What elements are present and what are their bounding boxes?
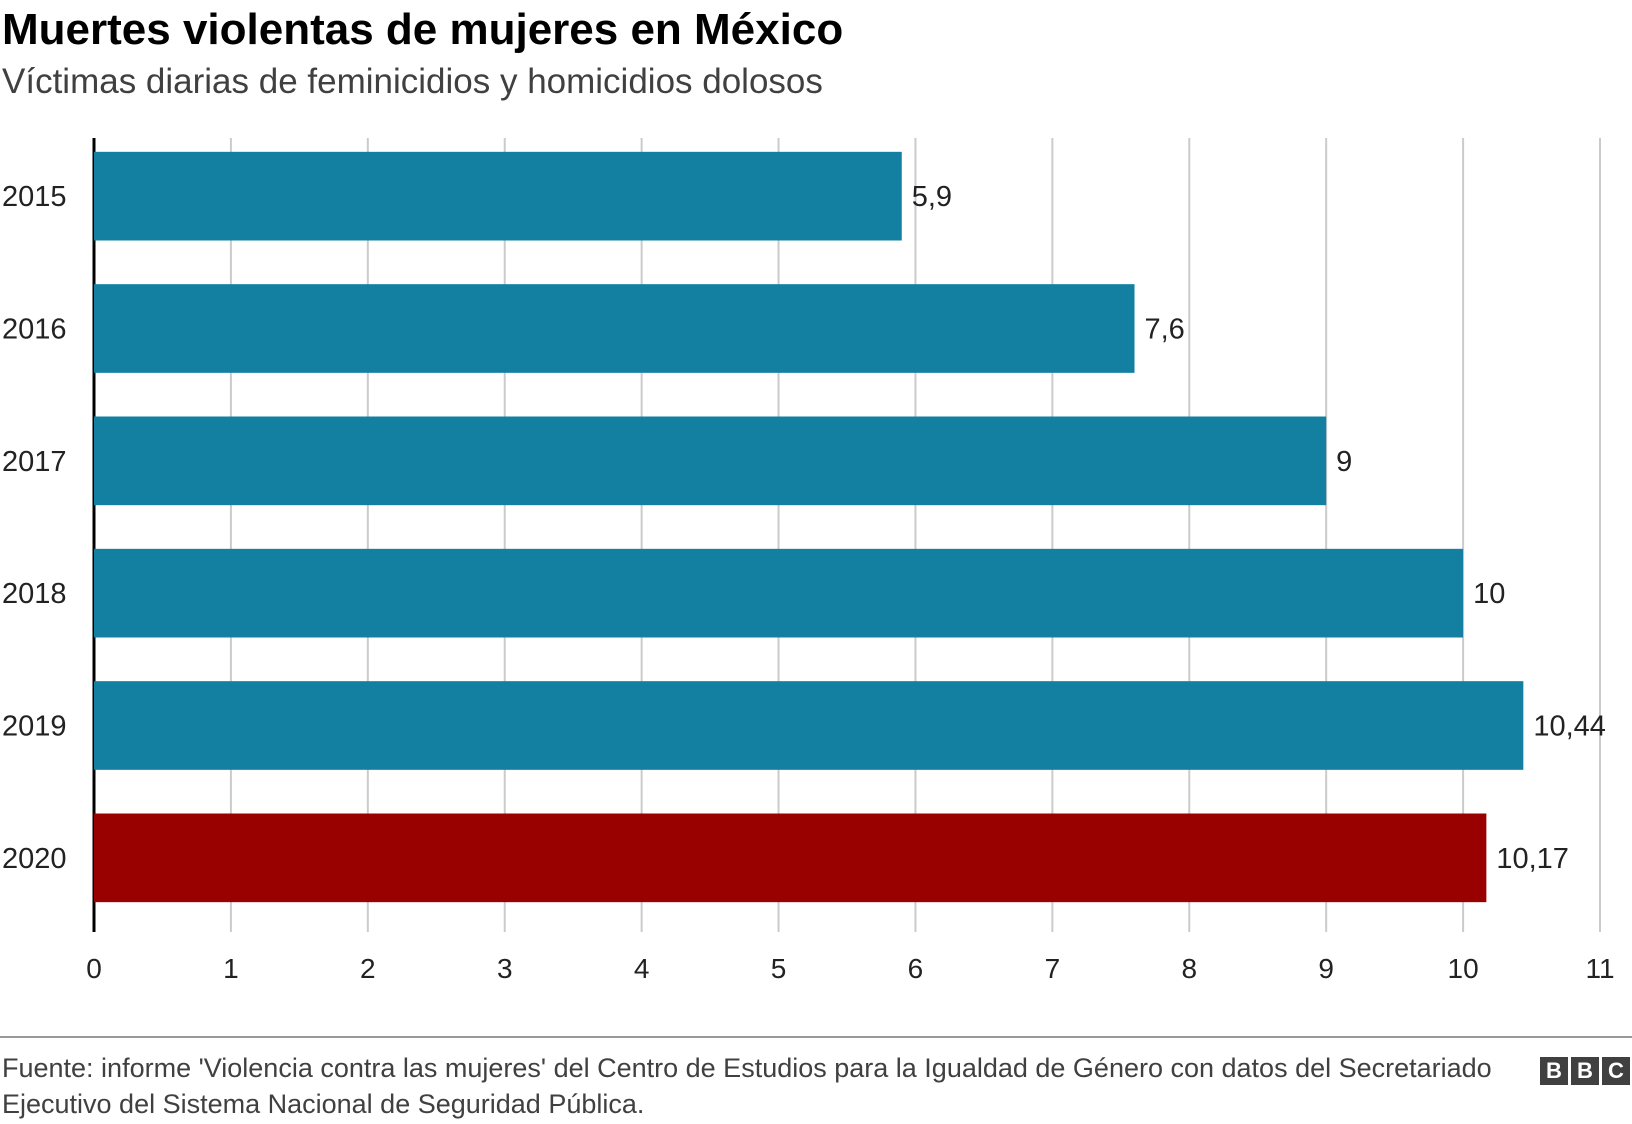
x-tick-label: 8 [1181,953,1197,984]
x-tick-label: 2 [360,953,376,984]
data-label: 5,9 [912,181,952,213]
bar-2020 [94,813,1487,903]
data-label: 9 [1336,446,1352,478]
chart-subtitle: Víctimas diarias de feminicidios y homic… [2,62,823,101]
bar-2018 [94,548,1464,638]
x-tick-label: 9 [1318,953,1334,984]
source-note: Fuente: informe 'Violencia contra las mu… [2,1053,1492,1119]
x-tick-label: 1 [223,953,239,984]
bbc-logo: B B C [1540,1057,1630,1085]
bars [94,151,1524,903]
category-label: 2020 [2,843,67,875]
x-tick-label: 11 [1585,953,1614,984]
category-label: 2018 [2,578,67,610]
logo-letter-b1: B [1540,1057,1568,1085]
bar-2019 [94,681,1524,770]
x-tick-label: 0 [86,953,102,984]
footer-divider [0,1036,1632,1038]
bar-chart: 0 1 2 3 4 5 6 7 8 9 10 11 2015 5,9 2016 7,6 2017 9 2018 10 2… [2,138,1615,984]
category-label: 2017 [2,446,67,478]
category-label: 2019 [2,711,67,743]
data-label: 7,6 [1145,314,1185,346]
category-label: 2016 [2,314,67,346]
x-tick-label: 6 [908,953,924,984]
category-label: 2015 [2,181,67,213]
x-tick-label: 3 [497,953,513,984]
bar-2016 [94,284,1135,373]
x-tick-label: 7 [1045,953,1061,984]
x-tick-label: 5 [771,953,787,984]
data-label: 10,44 [1533,711,1606,743]
labels: 0 1 2 3 4 5 6 7 8 9 10 11 2015 5,9 2016 7,6 2017 9 2018 10 2… [2,181,1615,984]
bar-2015 [94,151,902,241]
data-label: 10,17 [1496,843,1569,875]
chart-title: Muertes violentas de mujeres en México [2,5,844,54]
x-tick-label: 10 [1448,953,1479,984]
x-tick-label: 4 [634,953,650,984]
logo-letter-c: C [1602,1057,1630,1085]
bar-2017 [94,416,1327,506]
data-label: 10 [1473,578,1505,610]
gridlines [92,138,1601,932]
logo-letter-b2: B [1571,1057,1599,1085]
